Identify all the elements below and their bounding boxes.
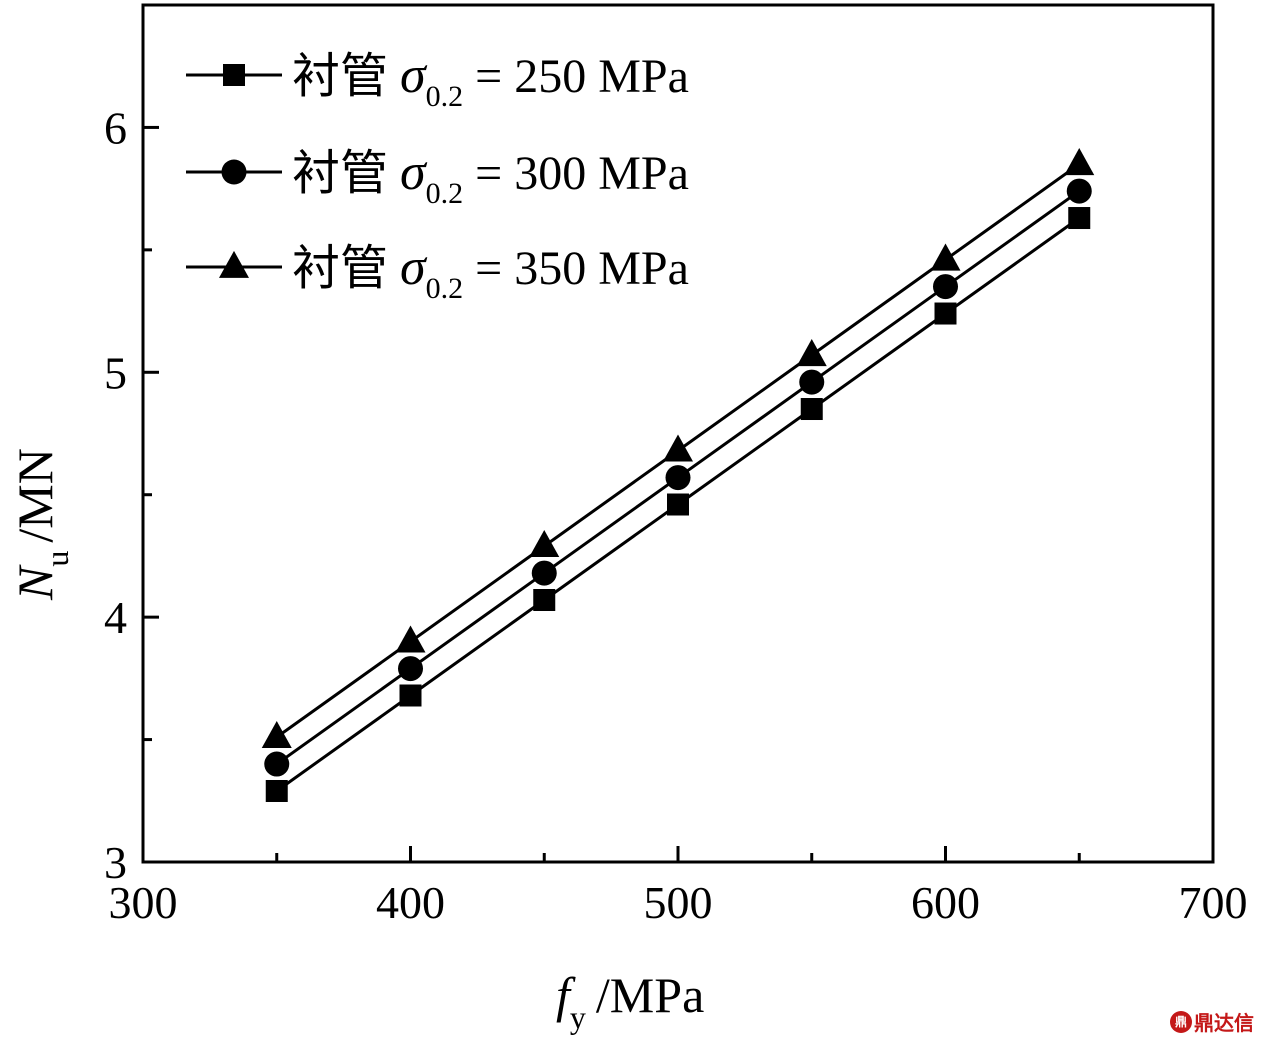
legend-marker [221,159,247,185]
legend-entry-3: 衬管 σ0.2 = 350 MPa [186,239,689,305]
legend-marker [223,64,245,86]
legend-prefix: 衬管 [292,147,400,200]
data-point [934,302,957,325]
legend-label: 衬管 σ0.2 = 300 MPa [292,144,689,210]
watermark-text: 鼎达信 [1194,1011,1254,1035]
x-axis-unit: /MPa [596,967,704,1023]
series-3 [261,148,1095,749]
data-point [1064,148,1095,176]
data-point [667,493,689,516]
legend-prefix: 衬管 [292,50,400,103]
legend-subscript: 0.2 [426,80,464,113]
data-point [399,684,422,707]
data-point [796,339,827,367]
y-tick-label: 4 [104,592,127,643]
series-2 [264,178,1092,777]
data-point [933,274,958,300]
legend-entry-2: 衬管 σ0.2 = 300 MPa [186,144,689,210]
x-axis-subscript: y [570,999,586,1035]
legend-sigma: σ [400,47,428,104]
legend-entry-1: 衬管 σ0.2 = 250 MPa [186,47,689,113]
y-axis-subscript: u [39,551,75,567]
plot-frame [141,3,1215,864]
x-tick-label: 300 [109,877,178,928]
legend-suffix: = 350 MPa [463,242,689,295]
data-point [395,625,426,653]
x-tick-label: 400 [376,877,445,928]
legend-sigma: σ [400,239,428,296]
data-point [264,751,290,777]
legend-marker [219,250,249,278]
watermark-logo: 鼎 [1170,1010,1192,1033]
watermark: 鼎 鼎达信 [1170,1007,1254,1036]
y-axis-unit: /MN [7,448,63,542]
y-tick-label: 5 [104,347,127,398]
legend-suffix: = 250 MPa [463,50,689,103]
data-point [265,779,288,802]
data-point [1066,178,1092,204]
legend-prefix: 衬管 [292,242,400,295]
series-1 [265,207,1091,802]
legend-label: 衬管 σ0.2 = 250 MPa [292,47,689,113]
data-point [529,530,560,558]
data-point [261,721,292,749]
x-tick-label: 500 [644,877,713,928]
data-point [663,434,693,462]
legend-label: 衬管 σ0.2 = 350 MPa [292,239,689,305]
y-tick-label: 3 [104,837,127,888]
legend-suffix: = 300 MPa [463,147,689,200]
x-tick-label: 600 [911,877,980,928]
data-point [533,589,556,612]
data-point [1068,207,1091,230]
data-point [665,465,691,491]
y-axis-label: Nu/MN [7,448,75,601]
y-axis-symbol: N [7,564,63,601]
legend-subscript: 0.2 [426,272,464,305]
data-point [531,560,557,586]
legend-sigma: σ [400,144,428,201]
data-point [799,369,825,395]
y-tick-label: 6 [104,102,127,153]
data-point [930,243,961,271]
x-axis-label: fy/MPa [556,967,704,1035]
legend-subscript: 0.2 [426,177,464,210]
data-point [398,656,423,682]
data-point [800,398,823,421]
x-tick-label: 700 [1179,877,1248,928]
